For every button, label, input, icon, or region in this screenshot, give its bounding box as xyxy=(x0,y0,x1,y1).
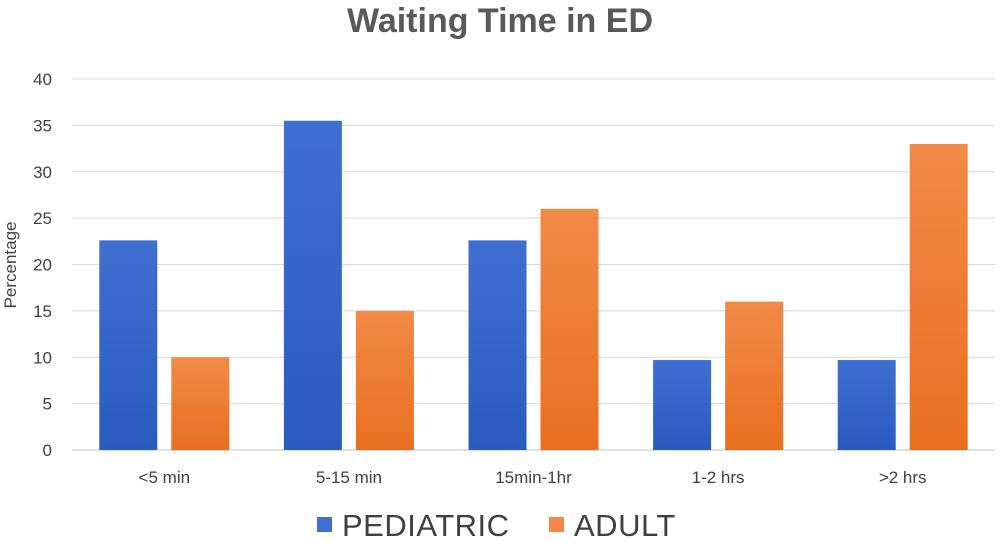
bar-pediatric-4 xyxy=(837,360,896,450)
bar-pediatric-2 xyxy=(468,240,527,450)
x-tick-label: >2 hrs xyxy=(879,468,927,487)
x-tick-label: <5 min xyxy=(139,468,191,487)
bar-pediatric-1 xyxy=(283,120,342,451)
bar-adult-3 xyxy=(725,301,784,450)
bar-adult-4 xyxy=(909,143,968,451)
y-tick-label: 10 xyxy=(33,348,52,367)
bar-adult-0 xyxy=(171,357,230,450)
legend-swatch-pediatric xyxy=(317,517,332,532)
x-tick-label: 5-15 min xyxy=(316,468,382,487)
legend-swatch-adult xyxy=(549,517,564,532)
legend-label-pediatric: PEDIATRIC xyxy=(342,508,510,543)
y-tick-label: 40 xyxy=(33,70,52,89)
bars xyxy=(99,120,968,451)
y-axis-ticks: 0 5 10 15 20 25 30 35 40 xyxy=(33,70,52,460)
y-tick-label: 35 xyxy=(33,116,52,135)
bar-adult-2 xyxy=(540,208,599,450)
bar-pediatric-3 xyxy=(653,360,712,450)
y-tick-label: 15 xyxy=(33,302,52,321)
legend: PEDIATRIC ADULT xyxy=(317,508,676,543)
y-tick-label: 25 xyxy=(33,209,52,228)
x-tick-label: 15min-1hr xyxy=(495,468,572,487)
bar-adult-1 xyxy=(355,310,414,450)
y-tick-label: 0 xyxy=(43,441,52,460)
chart-title: Waiting Time in ED xyxy=(347,2,653,40)
x-axis-ticks: <5 min 5-15 min 15min-1hr 1-2 hrs >2 hrs xyxy=(139,468,927,487)
legend-label-adult: ADULT xyxy=(574,508,676,543)
y-tick-label: 30 xyxy=(33,163,52,182)
x-tick-label: 1-2 hrs xyxy=(692,468,745,487)
y-tick-label: 20 xyxy=(33,256,52,275)
y-tick-label: 5 xyxy=(43,395,52,414)
y-axis-label: Percentage xyxy=(1,222,20,309)
bar-pediatric-0 xyxy=(99,240,158,450)
